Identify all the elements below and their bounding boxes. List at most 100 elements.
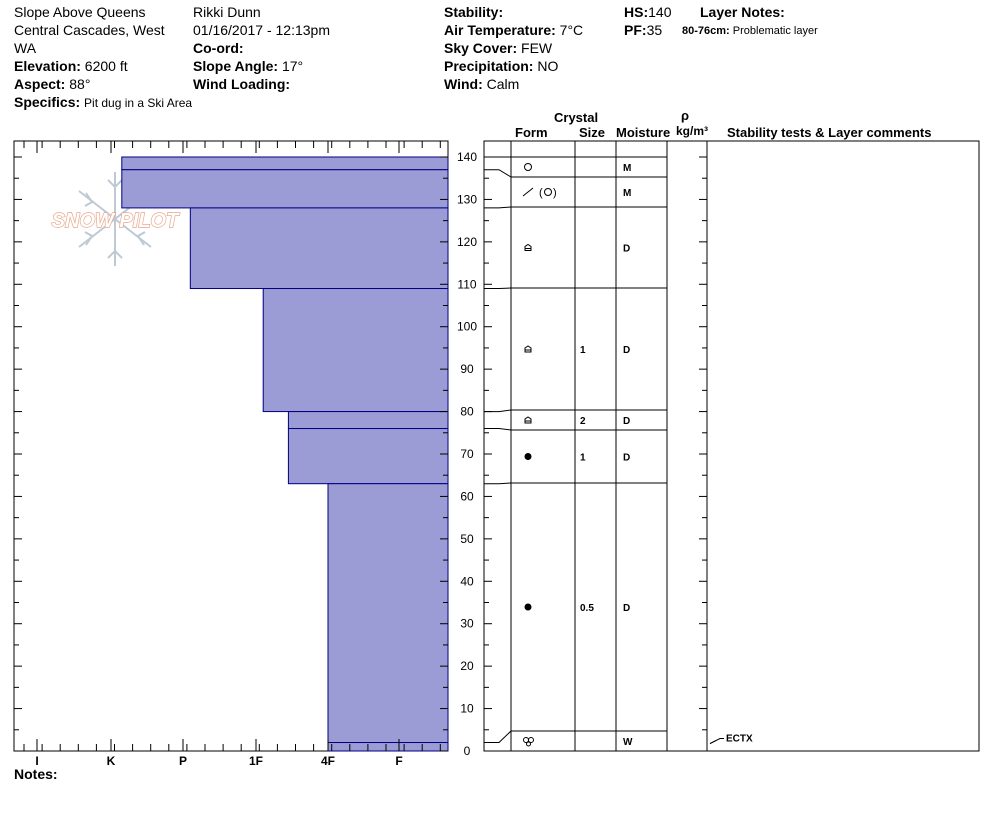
depth-label-120: 120 — [457, 235, 477, 249]
observation-datetime: 01/16/2017 - 12:13pm — [193, 22, 330, 38]
specifics-label: Specifics: — [14, 94, 81, 110]
sky-row: Sky Cover: FEW — [444, 40, 552, 56]
hardness-label-K: K — [107, 754, 116, 768]
moisture-value: W — [623, 737, 633, 748]
snowpilot-logo-text: SNOW PILOT — [52, 210, 180, 232]
slope-label: Slope Angle: — [193, 58, 279, 74]
crystal-form-rounded-dot-icon — [524, 603, 532, 611]
sky-value: FEW — [521, 40, 553, 56]
crystal-form-rounded-dot-icon — [524, 453, 532, 460]
moisture-value: D — [623, 345, 630, 356]
stability-tests-header: Stability tests & Layer comments — [727, 125, 932, 140]
specifics-value: Pit dug in a Ski Area — [84, 96, 193, 110]
moisture-value: D — [623, 244, 630, 255]
location-line3: WA — [14, 40, 37, 56]
precip-label: Precipitation: — [444, 58, 534, 74]
crystal-size: 2 — [580, 416, 586, 427]
slope-row: Slope Angle: 17° — [193, 58, 303, 74]
crystal-form-circle-icon — [524, 163, 532, 171]
layer-note-text: Problematic layer — [732, 25, 818, 37]
depth-label-140: 140 — [457, 150, 477, 164]
layer-notes-label: Layer Notes: — [700, 4, 785, 20]
notes-label: Notes: — [14, 766, 58, 782]
specifics-row: Specifics: Pit dug in a Ski Area — [14, 94, 192, 111]
crystal-form-slash-paren-circle-icon: () — [522, 187, 557, 199]
depth-label-110: 110 — [457, 277, 476, 291]
hardness-bar-0 — [121, 156, 449, 171]
hardness-bar-2 — [189, 207, 449, 290]
moisture-value: D — [623, 416, 630, 427]
layer-connector — [484, 287, 512, 290]
layer-connector — [484, 428, 512, 431]
aspect-label: Aspect: — [14, 76, 66, 92]
sky-label: Sky Cover: — [444, 40, 518, 56]
depth-label-80: 80 — [460, 405, 474, 419]
moisture-header: Moisture — [616, 125, 671, 140]
location-line1: Slope Above Queens — [14, 4, 146, 20]
depth-label-10: 10 — [460, 702, 474, 716]
stability-label: Stability: — [444, 4, 504, 20]
depth-label-50: 50 — [460, 532, 474, 546]
hardness-bar-5 — [287, 428, 449, 485]
wind-row: Wind: Calm — [444, 76, 519, 92]
wind-loading-label: Wind Loading: — [193, 76, 291, 92]
depth-label-40: 40 — [460, 574, 474, 588]
crystal-size: 1 — [580, 453, 586, 464]
depth-label-100: 100 — [457, 320, 477, 334]
rho-header: ρ — [681, 108, 690, 123]
air-temp-label: Air Temperature: — [444, 22, 556, 38]
hs-row: HS:140 — [624, 4, 671, 20]
crystal-header: Crystal — [554, 110, 599, 125]
crystal-form-faceted-icon — [524, 416, 532, 424]
moisture-value: M — [623, 163, 631, 174]
layer-connector — [484, 206, 512, 209]
layer-connector — [484, 482, 512, 485]
moisture-value: M — [623, 188, 631, 199]
pf-label: PF: — [624, 22, 647, 38]
elevation-row: Elevation: 6200 ft — [14, 58, 128, 74]
hardness-bar-6 — [327, 483, 449, 744]
snowpilot-logo — [78, 172, 152, 266]
stability-test-label: ECTX — [726, 734, 753, 745]
aspect-row: Aspect: 88° — [14, 76, 90, 92]
hs-value: 140 — [648, 4, 672, 20]
crystal-size: 0.5 — [580, 603, 594, 614]
location-line2: Central Cascades, West — [14, 22, 165, 38]
wind-label: Wind: — [444, 76, 483, 92]
hardness-bar-1 — [121, 169, 449, 209]
layer-connector — [484, 169, 512, 178]
pf-value: 35 — [646, 22, 663, 38]
layer-note: 80-76cm: Problematic layer — [682, 23, 818, 39]
elevation-label: Elevation: — [14, 58, 81, 74]
density-unit-header: kg/m³ — [676, 124, 709, 138]
wind-value: Calm — [486, 76, 520, 92]
depth-label-70: 70 — [460, 447, 474, 461]
form-header: Form — [515, 125, 548, 140]
air-temp-value: 7°C — [559, 22, 584, 38]
coord-label: Co-ord: — [193, 40, 244, 56]
stability-test-arrowhead — [709, 740, 717, 744]
hardness-label-F: F — [395, 754, 402, 768]
depth-label-130: 130 — [457, 192, 477, 206]
hardness-bar-3 — [262, 288, 449, 413]
layer-note-range: 80-76cm: — [682, 25, 730, 37]
layer-table-frame — [483, 140, 980, 752]
crystal-form-faceted-icon — [524, 243, 532, 251]
depth-label-0: 0 — [464, 744, 471, 758]
observer-name: Rikki Dunn — [193, 4, 261, 20]
precip-row: Precipitation: NO — [444, 58, 558, 74]
hardness-bar-7 — [327, 742, 449, 752]
svg-text:(: ( — [539, 187, 543, 199]
hardness-bar-4 — [287, 411, 449, 430]
moisture-value: D — [623, 453, 630, 464]
crystal-size: 1 — [580, 345, 586, 356]
slope-value: 17° — [281, 58, 304, 74]
hardness-label-4F: 4F — [321, 754, 335, 768]
hardness-label-I: I — [35, 754, 38, 768]
size-header: Size — [579, 125, 606, 140]
depth-label-20: 20 — [460, 659, 474, 673]
hardness-label-P: P — [179, 754, 187, 768]
hardness-label-1F: 1F — [249, 754, 263, 768]
depth-label-60: 60 — [460, 489, 474, 503]
